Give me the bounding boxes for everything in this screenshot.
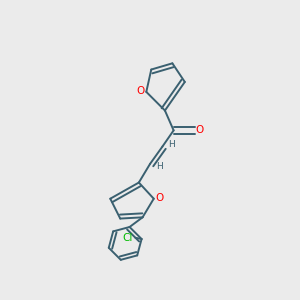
Text: H: H xyxy=(169,140,175,148)
Text: O: O xyxy=(136,86,144,96)
Text: O: O xyxy=(195,125,203,135)
Text: H: H xyxy=(156,162,163,171)
Text: O: O xyxy=(155,193,163,203)
Text: Cl: Cl xyxy=(123,233,133,243)
